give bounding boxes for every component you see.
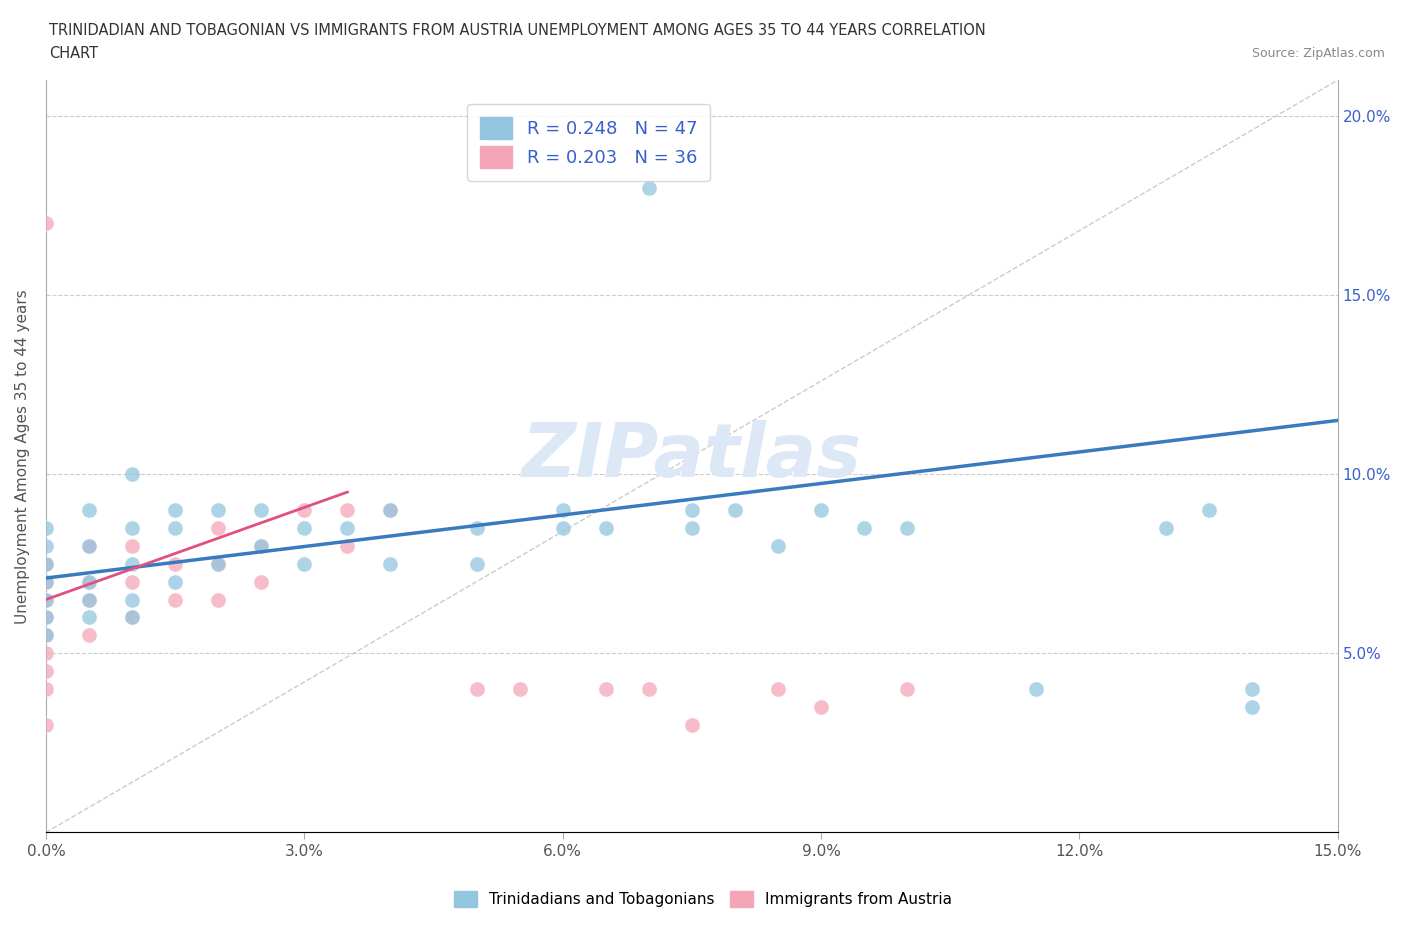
Point xyxy=(207,521,229,536)
Point xyxy=(681,717,703,732)
Legend: Trinidadians and Tobagonians, Immigrants from Austria: Trinidadians and Tobagonians, Immigrants… xyxy=(449,884,957,913)
Point xyxy=(896,521,918,536)
Point xyxy=(1198,502,1220,517)
Text: ZIPatlas: ZIPatlas xyxy=(522,419,862,493)
Point xyxy=(35,521,58,536)
Point xyxy=(250,538,273,553)
Point xyxy=(35,682,58,697)
Point xyxy=(207,556,229,571)
Point xyxy=(121,538,143,553)
Point xyxy=(165,592,187,607)
Point xyxy=(509,682,531,697)
Point xyxy=(121,574,143,589)
Point xyxy=(207,592,229,607)
Point xyxy=(766,538,789,553)
Point xyxy=(121,610,143,625)
Point xyxy=(77,592,100,607)
Point xyxy=(810,502,832,517)
Point xyxy=(551,521,574,536)
Point xyxy=(810,699,832,714)
Point xyxy=(766,682,789,697)
Point xyxy=(336,538,359,553)
Point xyxy=(35,628,58,643)
Point xyxy=(35,628,58,643)
Point xyxy=(165,521,187,536)
Point xyxy=(35,574,58,589)
Point xyxy=(380,502,402,517)
Point xyxy=(77,574,100,589)
Point xyxy=(77,628,100,643)
Point xyxy=(35,574,58,589)
Point xyxy=(77,538,100,553)
Point xyxy=(35,556,58,571)
Point xyxy=(35,216,58,231)
Point xyxy=(380,556,402,571)
Point xyxy=(896,682,918,697)
Point xyxy=(681,502,703,517)
Point xyxy=(637,180,659,195)
Point xyxy=(724,502,747,517)
Legend: R = 0.248   N = 47, R = 0.203   N = 36: R = 0.248 N = 47, R = 0.203 N = 36 xyxy=(467,104,710,180)
Point xyxy=(250,574,273,589)
Point xyxy=(465,521,488,536)
Point xyxy=(595,682,617,697)
Point xyxy=(465,556,488,571)
Point xyxy=(681,521,703,536)
Point xyxy=(551,502,574,517)
Point xyxy=(77,610,100,625)
Point xyxy=(292,521,315,536)
Point xyxy=(853,521,876,536)
Point xyxy=(165,556,187,571)
Point xyxy=(35,592,58,607)
Point xyxy=(77,502,100,517)
Point xyxy=(637,682,659,697)
Point xyxy=(1154,521,1177,536)
Point xyxy=(121,521,143,536)
Point xyxy=(35,717,58,732)
Point xyxy=(165,574,187,589)
Point xyxy=(336,521,359,536)
Point xyxy=(35,610,58,625)
Point xyxy=(207,556,229,571)
Text: TRINIDADIAN AND TOBAGONIAN VS IMMIGRANTS FROM AUSTRIA UNEMPLOYMENT AMONG AGES 35: TRINIDADIAN AND TOBAGONIAN VS IMMIGRANTS… xyxy=(49,23,986,38)
Point xyxy=(77,538,100,553)
Point xyxy=(250,538,273,553)
Point xyxy=(35,664,58,679)
Point xyxy=(207,502,229,517)
Point xyxy=(35,592,58,607)
Point xyxy=(250,502,273,517)
Point xyxy=(77,592,100,607)
Point xyxy=(35,556,58,571)
Point xyxy=(380,502,402,517)
Point xyxy=(465,682,488,697)
Point xyxy=(1240,699,1263,714)
Point xyxy=(121,467,143,482)
Point xyxy=(35,610,58,625)
Text: CHART: CHART xyxy=(49,46,98,61)
Y-axis label: Unemployment Among Ages 35 to 44 years: Unemployment Among Ages 35 to 44 years xyxy=(15,289,30,624)
Point xyxy=(292,502,315,517)
Point xyxy=(595,521,617,536)
Point xyxy=(1240,682,1263,697)
Point xyxy=(121,610,143,625)
Point xyxy=(77,574,100,589)
Point xyxy=(1025,682,1047,697)
Point xyxy=(35,538,58,553)
Point xyxy=(121,556,143,571)
Text: Source: ZipAtlas.com: Source: ZipAtlas.com xyxy=(1251,46,1385,60)
Point xyxy=(35,645,58,660)
Point xyxy=(121,592,143,607)
Point xyxy=(336,502,359,517)
Point xyxy=(292,556,315,571)
Point xyxy=(165,502,187,517)
